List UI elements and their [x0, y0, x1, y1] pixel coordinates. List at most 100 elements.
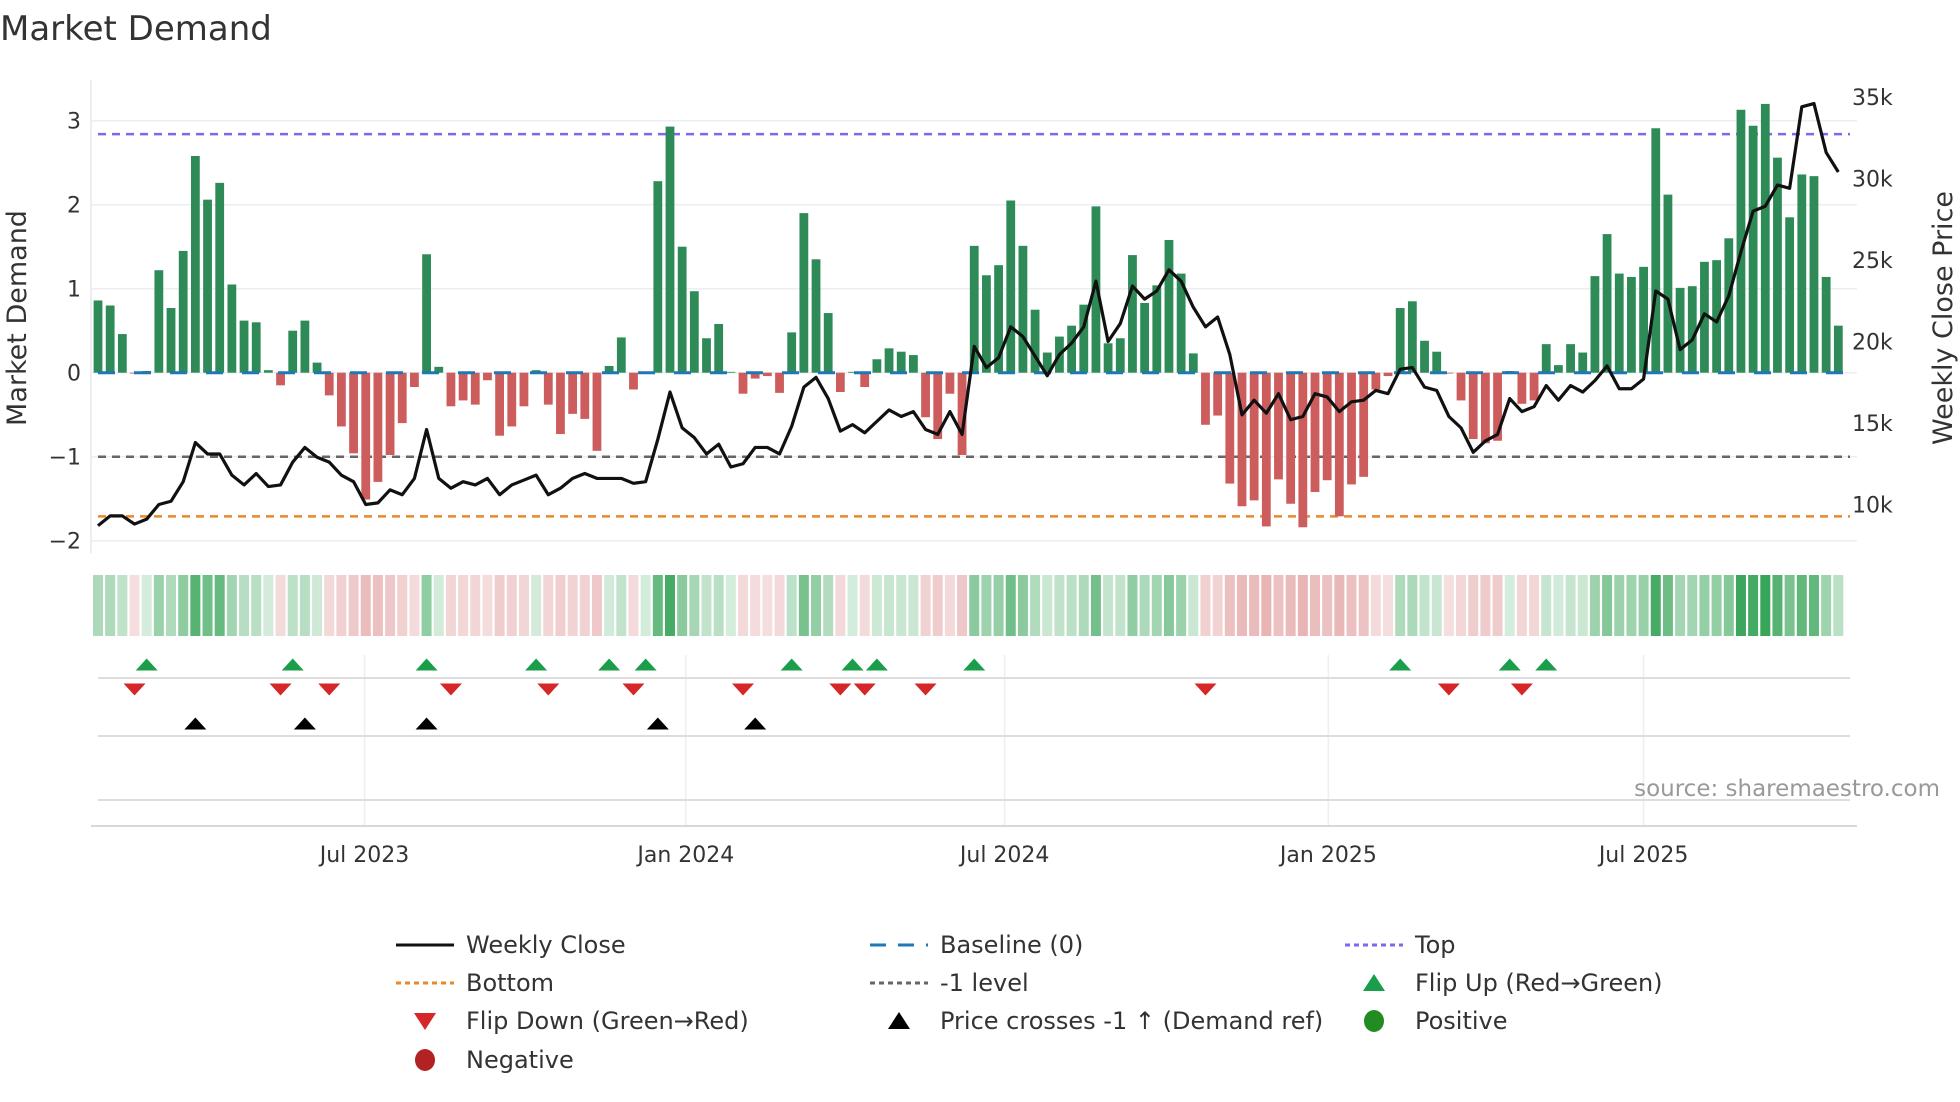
price-cross-marker	[744, 717, 767, 730]
heatmap-cell	[299, 575, 310, 636]
y2-tick-label: 10k	[1852, 494, 1893, 519]
legend-triangle-down-icon	[414, 1013, 436, 1030]
source-credit: source: sharemaestro.com	[1634, 776, 1940, 802]
demand-bar	[373, 372, 383, 482]
demand-bar	[190, 155, 200, 373]
flip-down-marker	[1510, 683, 1533, 696]
demand-bar	[629, 372, 638, 390]
demand-bar	[1298, 372, 1308, 528]
x-tick-label: Jan 2025	[1278, 843, 1377, 868]
x-tick-label: Jul 2025	[1597, 843, 1689, 868]
heatmap-cell	[1468, 575, 1479, 636]
demand-bar	[154, 270, 164, 373]
demand-bar	[982, 275, 991, 373]
demand-bar	[1067, 325, 1076, 373]
demand-bar	[1797, 174, 1807, 373]
y-tick-label: 0	[67, 362, 81, 387]
flip-down-marker	[439, 683, 462, 696]
heatmap-cell	[1699, 575, 1710, 636]
heatmap-cell	[421, 575, 432, 636]
demand-bar	[458, 372, 468, 401]
demand-bar	[105, 305, 115, 373]
heatmap-cell	[1334, 575, 1345, 636]
heatmap-cell	[494, 575, 505, 636]
demand-bar	[762, 372, 772, 377]
demand-bar	[1140, 302, 1150, 373]
heatmap-cell	[251, 575, 262, 636]
demand-bar	[1420, 340, 1429, 373]
heatmap-cell	[1808, 575, 1819, 636]
heatmap-cell	[1589, 575, 1600, 636]
demand-bar	[1079, 304, 1089, 373]
demand-bar	[969, 245, 979, 373]
heatmap-cell	[786, 575, 797, 636]
demand-bar	[933, 372, 943, 440]
heatmap-cell	[1796, 575, 1807, 636]
demand-bar	[1675, 287, 1685, 373]
heatmap-cell	[579, 575, 590, 636]
heatmap-cell	[1030, 575, 1041, 636]
demand-bar	[1261, 372, 1271, 527]
demand-bar	[1517, 372, 1527, 404]
heatmap-cell	[1005, 575, 1016, 636]
flip-up-marker	[281, 658, 304, 671]
heatmap-cell	[1273, 575, 1284, 636]
demand-bar	[1529, 372, 1539, 401]
heatmap-cell	[1285, 575, 1296, 636]
demand-bar	[276, 372, 285, 386]
heatmap-cell	[738, 575, 749, 636]
demand-bar	[543, 372, 553, 405]
heatmap-cell	[884, 575, 895, 636]
demand-bar	[1566, 344, 1575, 373]
heatmap-cell	[1224, 575, 1235, 636]
demand-bar	[203, 199, 212, 373]
legend: Weekly Close Baseline (0) Top Bottom -1 leve…	[396, 931, 1663, 1074]
heatmap-cell	[105, 575, 116, 636]
heatmap-cell	[1151, 575, 1162, 636]
heatmap-cell	[141, 575, 152, 636]
demand-bar	[1639, 266, 1648, 373]
demand-bar	[1444, 372, 1454, 374]
demand-bar	[1687, 286, 1697, 373]
heatmap-cell	[798, 575, 809, 636]
demand-bar	[1627, 276, 1636, 373]
heatmap-cell	[397, 575, 408, 636]
demand-bar	[860, 372, 870, 387]
demand-bar	[361, 372, 371, 500]
demand-bar	[1578, 352, 1588, 373]
demand-bar	[1821, 276, 1831, 373]
heatmap-cell	[640, 575, 651, 636]
demand-bar	[994, 265, 1003, 373]
heatmap-cell	[1772, 575, 1783, 636]
legend-label: -1 level	[940, 969, 1029, 997]
demand-bar	[848, 371, 857, 373]
demand-bar	[1103, 343, 1113, 373]
demand-bar	[1274, 372, 1283, 480]
demand-bar	[337, 372, 346, 427]
demand-bar	[1359, 372, 1369, 477]
demand-bar	[1188, 353, 1198, 373]
y2-tick-label: 15k	[1852, 412, 1893, 437]
flip-up-marker	[415, 658, 438, 671]
demand-bar	[799, 213, 809, 373]
heatmap-cell	[153, 575, 164, 636]
heatmap-cell	[1638, 575, 1649, 636]
heatmap-cell	[701, 575, 712, 636]
demand-bar	[957, 372, 967, 456]
heatmap-cell	[1346, 575, 1357, 636]
heatmap-cell	[823, 575, 834, 636]
demand-bar	[1152, 285, 1162, 373]
demand-bar	[1809, 176, 1819, 373]
demand-bar	[1213, 372, 1223, 416]
heatmap-cell	[470, 575, 481, 636]
demand-bar	[580, 372, 590, 419]
heatmap-cell	[896, 575, 907, 636]
heatmap-cell	[117, 575, 128, 636]
legend-label: Negative	[466, 1046, 574, 1074]
heatmap-cell	[1370, 575, 1381, 636]
heatmap-cell	[385, 575, 396, 636]
demand-bar	[1176, 273, 1186, 373]
axes: 3 2 1 0 −1 −2 35k 30k 25k 20k 15k 10k Jul 2023 Jan 20…	[49, 80, 1893, 868]
demand-bar	[470, 372, 480, 405]
